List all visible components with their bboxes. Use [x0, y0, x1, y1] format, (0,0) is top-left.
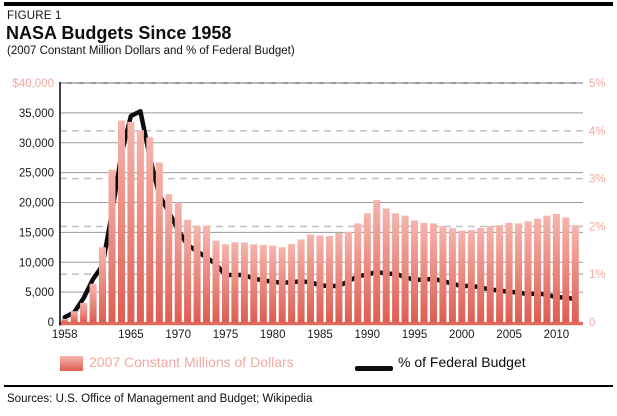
svg-text:3%: 3%	[589, 174, 606, 186]
svg-text:$40,000: $40,000	[12, 78, 54, 90]
svg-text:1958: 1958	[52, 329, 78, 341]
budget-bar	[534, 218, 541, 322]
chart-title: NASA Budgets Since 1958	[6, 23, 232, 43]
budget-bar	[184, 219, 192, 322]
budget-bar	[108, 169, 116, 322]
budget-bar	[354, 223, 362, 322]
budget-bar	[269, 245, 277, 322]
budget-bar	[363, 213, 371, 322]
budget-bar	[61, 319, 69, 322]
svg-text:0: 0	[589, 317, 595, 329]
axes	[59, 82, 583, 326]
svg-text:25,000: 25,000	[19, 168, 54, 180]
legend-line-swatch	[355, 366, 393, 371]
svg-text:4%: 4%	[589, 126, 606, 138]
budget-bar	[212, 240, 220, 322]
budget-bar	[505, 222, 513, 322]
svg-text:1980: 1980	[260, 329, 286, 341]
budget-bar	[467, 230, 475, 322]
budget-bar	[401, 215, 409, 322]
legend-bars-label: 2007 Constant Millions of Dollars	[89, 354, 294, 370]
budget-bar	[174, 202, 182, 322]
budget-bar	[297, 239, 305, 322]
svg-text:1990: 1990	[355, 329, 381, 341]
svg-text:1985: 1985	[307, 329, 333, 341]
x-axis-labels: 1958 1965 1970 1975 1980 1985 1990 1995 2000 2005…	[52, 329, 569, 341]
budget-bar	[439, 226, 447, 322]
y-axis-right-labels: 5% 4% 3% 2% 1% 0	[589, 78, 606, 329]
svg-text:2000: 2000	[449, 329, 475, 341]
budget-bar	[496, 225, 504, 322]
budget-bar	[118, 120, 125, 322]
svg-text:1970: 1970	[165, 329, 191, 341]
budget-bar	[562, 217, 570, 322]
budget-bar	[127, 121, 135, 322]
budget-bar	[89, 283, 97, 322]
figure-label: FIGURE 1	[7, 10, 62, 22]
budget-bar	[344, 231, 352, 322]
budget-bar	[146, 137, 154, 322]
budget-bar	[222, 244, 229, 322]
budget-bar	[477, 227, 485, 322]
budget-bar	[136, 130, 144, 322]
budget-bar	[411, 220, 418, 322]
budget-bar	[571, 225, 579, 322]
budget-bar	[524, 221, 532, 322]
svg-text:2%: 2%	[589, 221, 606, 233]
budget-bar	[165, 194, 173, 322]
svg-text:1975: 1975	[213, 329, 239, 341]
budget-bar	[382, 208, 390, 322]
budget-bar	[203, 225, 210, 322]
budget-bar	[99, 247, 106, 322]
budget-bar	[80, 302, 88, 322]
svg-text:2010: 2010	[544, 329, 570, 341]
svg-text:0: 0	[48, 317, 54, 329]
budget-bar	[307, 234, 314, 322]
budget-bar	[193, 225, 201, 322]
svg-text:35,000: 35,000	[19, 108, 54, 120]
svg-text:15,000: 15,000	[19, 227, 54, 239]
source-note: Sources: U.S. Office of Management and B…	[7, 393, 313, 405]
legend-line-label: % of Federal Budget	[398, 354, 526, 370]
bottom-rule	[4, 385, 613, 387]
budget-bar	[373, 200, 381, 322]
svg-text:2005: 2005	[496, 329, 522, 341]
budget-bar	[155, 162, 163, 322]
budget-bar	[420, 222, 428, 322]
budget-bar	[543, 215, 551, 322]
budget-bar	[335, 233, 343, 322]
budget-bar	[316, 235, 324, 322]
budget-bar	[250, 244, 258, 322]
budget-bar	[430, 223, 437, 322]
budget-bar	[392, 213, 400, 322]
budget-bar	[458, 230, 466, 322]
budget-bar	[552, 213, 560, 322]
budget-bar	[515, 223, 522, 322]
svg-text:1%: 1%	[589, 269, 606, 281]
svg-text:20,000: 20,000	[19, 198, 54, 210]
budget-bar	[70, 311, 78, 322]
legend-bar-swatch	[60, 356, 83, 371]
budget-bar	[486, 226, 494, 322]
budget-bar	[326, 236, 333, 322]
svg-text:5,000: 5,000	[25, 287, 54, 299]
svg-text:1995: 1995	[402, 329, 428, 341]
svg-text:10,000: 10,000	[19, 257, 54, 269]
svg-text:1965: 1965	[118, 329, 144, 341]
budget-bar	[259, 244, 267, 322]
budget-bar	[278, 247, 286, 322]
svg-text:5%: 5%	[589, 78, 606, 90]
chart-subtitle: (2007 Constant Million Dollars and % of …	[7, 45, 295, 57]
budget-bar	[240, 242, 248, 322]
top-rule	[4, 2, 613, 6]
y-axis-left-labels: $40,000 35,000 30,000 25,000 20,000 15,000 10,…	[12, 78, 54, 329]
budget-bar	[288, 244, 296, 322]
budget-bars	[61, 120, 579, 322]
budget-bar	[448, 228, 456, 322]
budget-bar	[231, 242, 239, 322]
svg-text:30,000: 30,000	[19, 138, 54, 150]
